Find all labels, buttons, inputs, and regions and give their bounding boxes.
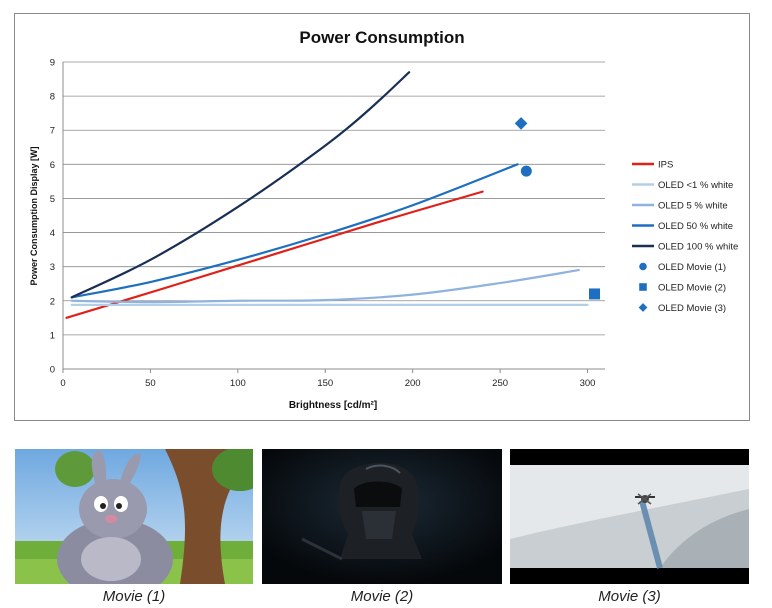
y-tick-label: 7 xyxy=(50,126,55,137)
x-tick-label: 250 xyxy=(492,378,508,389)
legend-swatch-oled-movie-2 xyxy=(639,283,647,291)
series-line-oled-100-white xyxy=(70,71,411,299)
x-axis-label: Brightness [cd/m²] xyxy=(289,400,377,411)
x-tick-label: 300 xyxy=(580,378,596,389)
x-tick-label: 150 xyxy=(317,378,333,389)
movie-1-thumbnail xyxy=(15,449,253,584)
x-tick-label: 100 xyxy=(230,378,246,389)
y-tick-label: 1 xyxy=(50,330,55,341)
series-point-oled-movie-1 xyxy=(520,165,532,177)
legend-label-ips: IPS xyxy=(658,160,673,171)
series-line-oled-50-white xyxy=(70,163,519,299)
legend-label-oled-1-white: OLED <1 % white xyxy=(658,180,733,191)
chart-frame: Power Consumption 0 1 2 3 4 5 6 7 8 9 0 50 100 150 200… xyxy=(14,13,750,421)
legend-label-oled-50-white: OLED 50 % white xyxy=(658,221,733,232)
y-tick-label: 6 xyxy=(50,160,55,171)
y-tick-label: 3 xyxy=(50,262,55,273)
movie-3-caption: Movie (3) xyxy=(598,588,661,605)
y-tick-label: 9 xyxy=(50,58,55,69)
y-tick-label: 0 xyxy=(50,365,55,376)
legend-label-oled-movie-3: OLED Movie (3) xyxy=(658,303,726,314)
dark-helmet-icon xyxy=(262,449,502,584)
x-tick-label: 0 xyxy=(60,378,65,389)
legend-label-oled-movie-2: OLED Movie (2) xyxy=(658,283,726,294)
cartoon-rabbit-icon xyxy=(15,449,253,584)
series-point-oled-movie-2 xyxy=(589,288,601,300)
series-line-oled-5-white xyxy=(70,268,580,304)
y-axis-label: Power Consumption Display [W] xyxy=(29,146,39,285)
x-tick-label: 200 xyxy=(405,378,421,389)
movie-2-caption: Movie (2) xyxy=(350,588,414,605)
bright-scene-icon xyxy=(510,449,749,584)
chart-title: Power Consumption xyxy=(299,28,464,47)
power-consumption-chart: Power Consumption 0 1 2 3 4 5 6 7 8 9 0 50 100 150 200… xyxy=(29,28,738,411)
legend: IPS OLED <1 % white OLED 5 % white OLED 50 … xyxy=(632,160,738,314)
legend-swatch-oled-movie-3 xyxy=(638,303,648,312)
legend-label-oled-movie-1: OLED Movie (1) xyxy=(658,262,726,273)
legend-label-oled-100-white: OLED 100 % white xyxy=(658,242,738,253)
movie-3-thumbnail xyxy=(510,449,749,584)
legend-swatch-oled-movie-1 xyxy=(639,262,647,271)
legend-label-oled-5-white: OLED 5 % white xyxy=(658,201,728,212)
y-tick-label: 2 xyxy=(50,296,55,307)
y-tick-label: 5 xyxy=(50,194,55,205)
y-tick-label: 4 xyxy=(50,228,55,239)
movie-1-caption: Movie (1) xyxy=(102,588,166,605)
y-tick-label: 8 xyxy=(50,92,55,103)
series-point-oled-movie-3 xyxy=(514,117,528,130)
x-tick-label: 50 xyxy=(145,378,156,389)
series-line-ips xyxy=(65,190,484,319)
movie-2-thumbnail xyxy=(262,449,502,584)
